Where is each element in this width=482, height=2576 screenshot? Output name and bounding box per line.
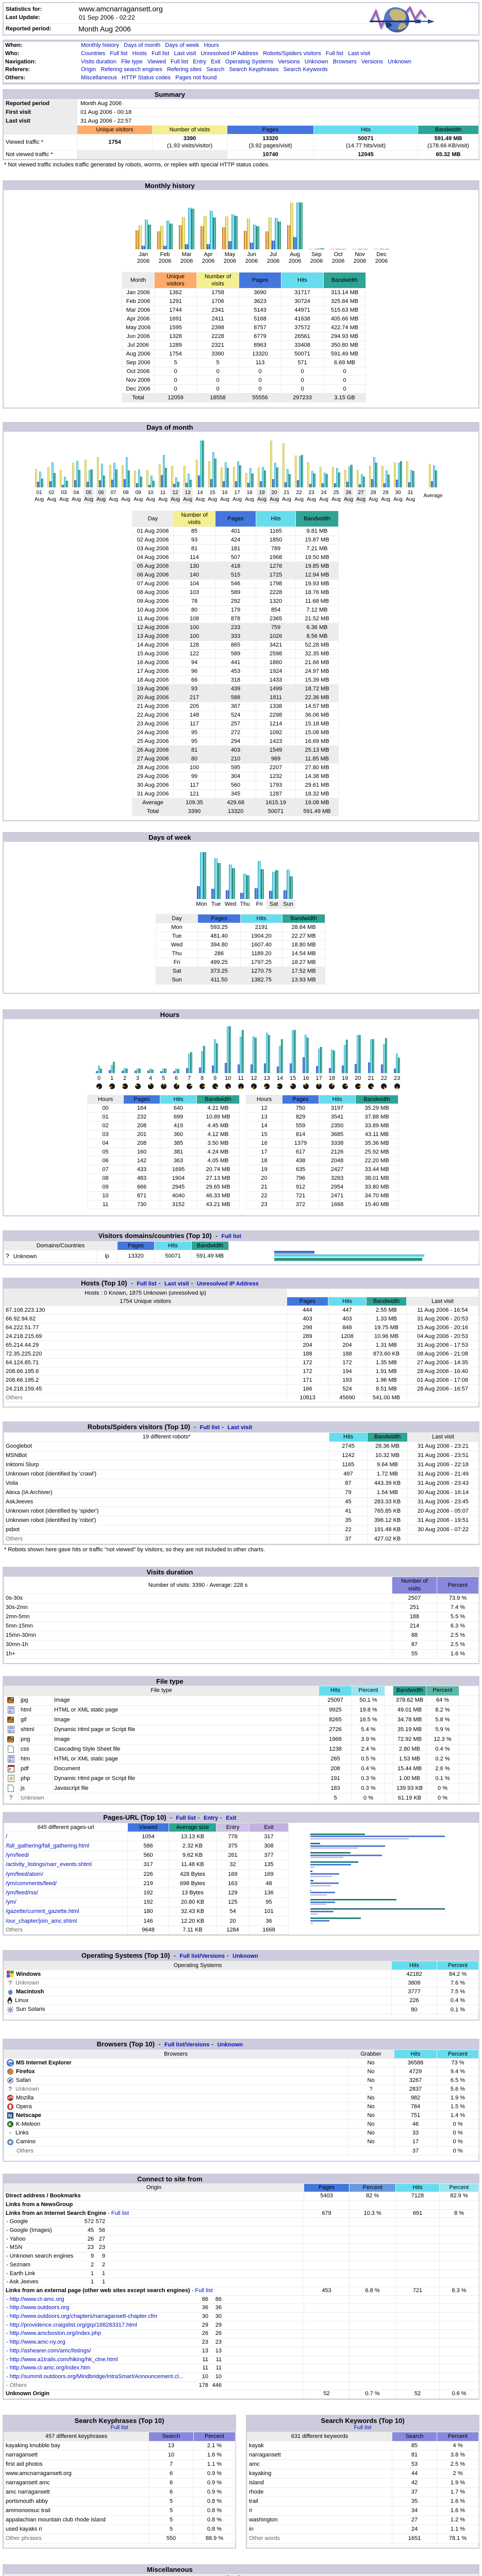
svg-text:K: K <box>8 2122 12 2127</box>
svg-text:N: N <box>8 2113 12 2119</box>
svg-text:P: P <box>9 1768 11 1772</box>
